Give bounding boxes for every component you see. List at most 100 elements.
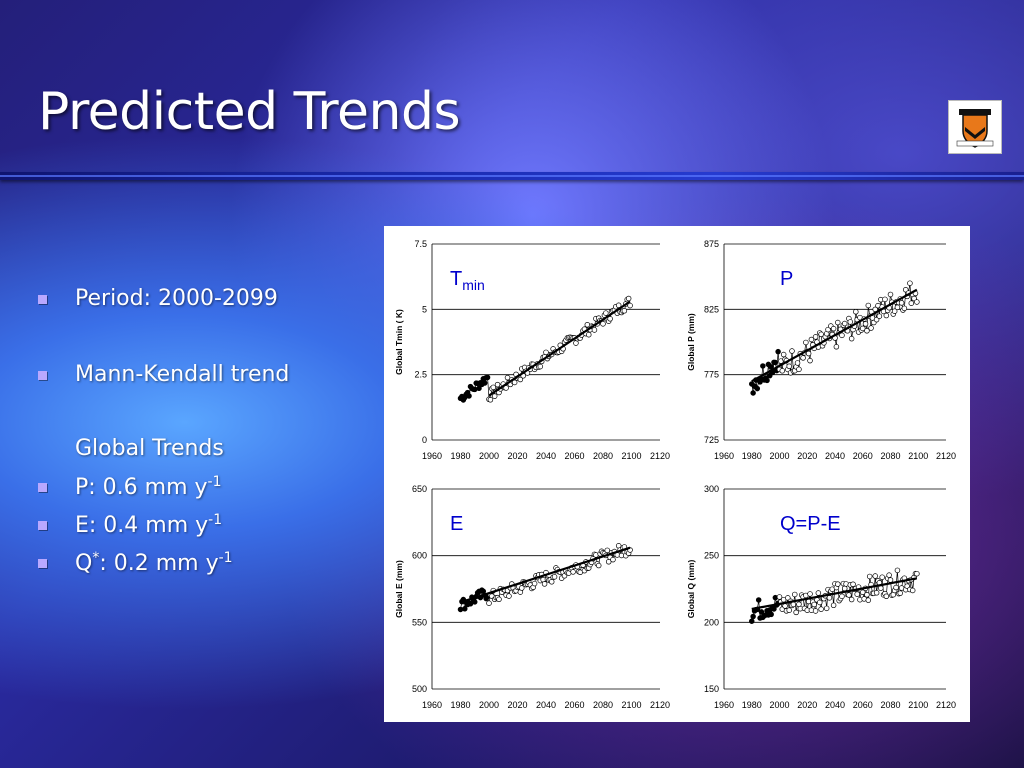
- data-point: [595, 562, 602, 569]
- y-tick-label: 600: [412, 551, 427, 561]
- x-tick-label: 2120: [650, 700, 670, 710]
- x-tick-label: 1980: [742, 451, 762, 461]
- data-point: [586, 331, 592, 338]
- data-point: [793, 609, 799, 616]
- data-point: [776, 594, 783, 600]
- data-point: [876, 313, 883, 319]
- data-point: [894, 304, 901, 311]
- x-tick-label: 2000: [769, 700, 789, 710]
- data-point: [484, 374, 491, 381]
- data-point: [541, 581, 548, 587]
- panel-label-subscript: min: [462, 277, 485, 293]
- data-point: [551, 574, 558, 580]
- data-point: [504, 374, 511, 381]
- data-point: [839, 332, 845, 339]
- y-tick-label: 7.5: [414, 239, 427, 249]
- x-tick-label: 1960: [714, 451, 734, 461]
- data-point: [866, 573, 873, 580]
- bullet-text: Period: 2000-2099: [75, 286, 278, 311]
- x-tick-label: 2000: [479, 700, 499, 710]
- data-point: [491, 393, 498, 399]
- data-point: [466, 393, 472, 399]
- data-point: [476, 385, 482, 392]
- data-point: [839, 593, 845, 600]
- data-point: [462, 606, 468, 612]
- data-point: [830, 325, 837, 332]
- data-point: [868, 325, 874, 331]
- x-tick-label: 2060: [564, 451, 584, 461]
- x-tick-label: 2020: [507, 700, 527, 710]
- data-point: [591, 327, 598, 333]
- data-point: [891, 308, 898, 314]
- data-point: [887, 577, 894, 583]
- data-point: [826, 595, 833, 601]
- panel-label: Q=P-E: [780, 513, 841, 535]
- trend-line: [488, 300, 631, 397]
- data-point: [807, 357, 813, 364]
- x-tick-label: 2020: [797, 451, 817, 461]
- bullet-marker: [38, 371, 47, 380]
- y-tick-label: 200: [704, 617, 719, 627]
- data-point: [749, 618, 755, 624]
- panel-label: Tmin: [450, 268, 485, 293]
- data-point: [816, 599, 823, 606]
- data-point: [517, 376, 524, 383]
- y-axis-label: Global Q (mm): [686, 560, 696, 619]
- bullet-marker: [38, 483, 47, 492]
- data-point: [901, 305, 908, 312]
- data-point: [848, 335, 855, 342]
- data-point: [750, 613, 756, 620]
- data-point: [786, 363, 792, 370]
- y-axis-label: Global Tmin ( K): [394, 309, 404, 375]
- x-tick-label: 2120: [650, 451, 670, 461]
- data-point: [909, 587, 916, 594]
- y-tick-label: 0: [422, 435, 427, 445]
- data-point: [897, 590, 903, 596]
- data-point: [853, 309, 859, 315]
- data-point: [764, 377, 770, 384]
- slide-title: Predicted Trends: [38, 82, 461, 142]
- data-point: [800, 355, 806, 361]
- data-point: [815, 590, 822, 596]
- data-point: [862, 321, 869, 327]
- data-point: [873, 590, 880, 596]
- data-point: [878, 585, 884, 591]
- data-point: [908, 300, 915, 306]
- x-tick-label: 2100: [621, 700, 641, 710]
- x-tick-label: 2060: [564, 700, 584, 710]
- chart-1: 0 2.5 5 7.5 1960 1980 2000 2020 2040 2060 2080 2100…: [394, 239, 670, 461]
- data-point: [848, 596, 855, 603]
- data-point: [818, 606, 824, 612]
- data-point: [805, 350, 812, 357]
- data-point: [537, 363, 544, 370]
- x-tick-label: 2040: [825, 451, 845, 461]
- x-tick-label: 2120: [936, 700, 956, 710]
- logo: [948, 100, 1002, 154]
- bullet-text: P: 0.6 mm y-1: [75, 474, 222, 500]
- x-tick-label: 2060: [853, 700, 873, 710]
- data-point: [496, 596, 502, 603]
- y-tick-label: 2.5: [414, 370, 427, 380]
- data-point: [830, 602, 837, 609]
- chart-4: 150 200 250 300 1960 1980 2000 2020 2040 2060 2080…: [686, 484, 956, 710]
- x-tick-label: 2080: [880, 700, 900, 710]
- y-tick-label: 150: [704, 684, 719, 694]
- data-point: [548, 579, 555, 585]
- data-point: [506, 593, 512, 599]
- data-point: [772, 359, 779, 366]
- data-point: [486, 600, 492, 606]
- data-point: [789, 348, 795, 354]
- data-point: [511, 379, 518, 386]
- data-point: [782, 603, 788, 609]
- y-tick-label: 725: [704, 435, 719, 445]
- data-point: [808, 336, 815, 343]
- data-point: [615, 302, 622, 309]
- data-point: [898, 300, 905, 306]
- data-point: [914, 570, 920, 577]
- data-point: [894, 567, 901, 574]
- chart-panel: 0 2.5 5 7.5 1960 1980 2000 2020 2040 2060 2080 2100…: [384, 226, 970, 722]
- data-point: [841, 585, 848, 592]
- bullet-marker: [38, 521, 47, 530]
- data-point: [481, 380, 488, 386]
- x-tick-label: 2100: [621, 451, 641, 461]
